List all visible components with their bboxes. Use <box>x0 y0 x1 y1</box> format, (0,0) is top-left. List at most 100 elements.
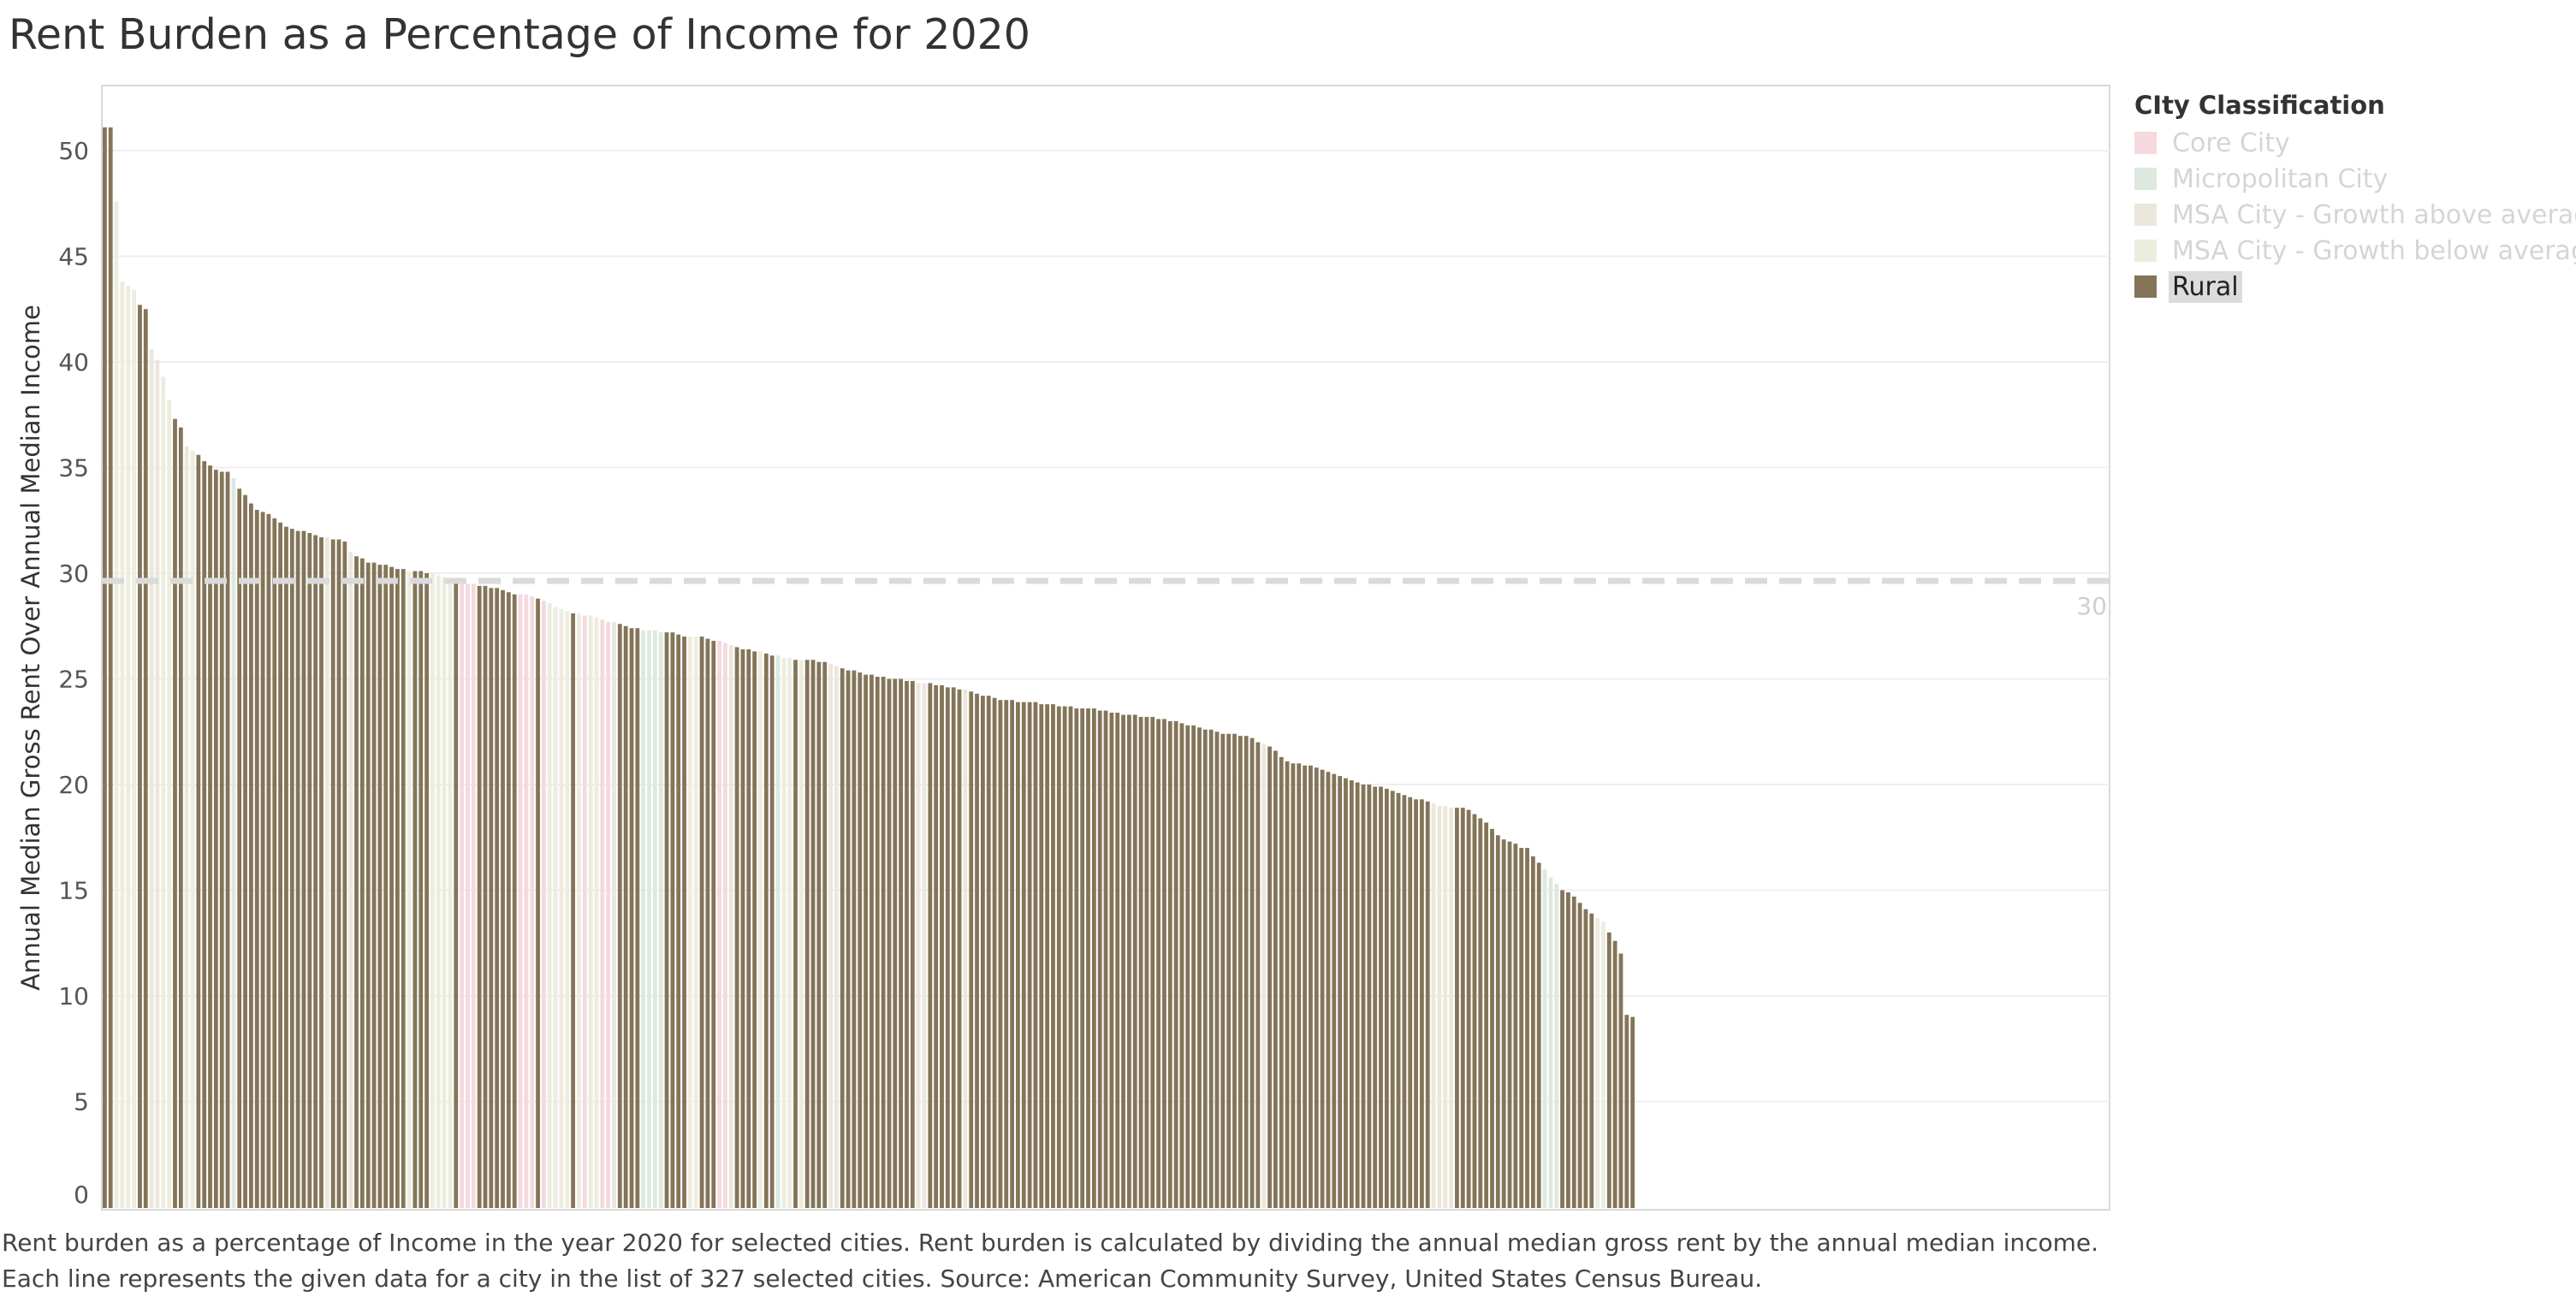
bar[interactable] <box>407 571 412 1208</box>
bar[interactable] <box>781 657 786 1208</box>
bar[interactable] <box>1056 706 1061 1208</box>
bar[interactable] <box>682 637 686 1208</box>
bar[interactable] <box>1021 702 1026 1208</box>
bar[interactable] <box>899 678 904 1209</box>
legend-item-msa_above[interactable]: MSA City - Growth above average <box>2134 197 2576 233</box>
bar[interactable] <box>1121 714 1125 1208</box>
bar[interactable] <box>1548 877 1553 1208</box>
bar[interactable] <box>202 461 207 1208</box>
bar[interactable] <box>746 648 751 1208</box>
bar[interactable] <box>887 678 892 1209</box>
bar[interactable] <box>1138 716 1143 1208</box>
bar[interactable] <box>418 571 424 1208</box>
bar[interactable] <box>1601 921 1606 1208</box>
bar[interactable] <box>1472 814 1477 1208</box>
bar[interactable] <box>138 305 142 1208</box>
bar[interactable] <box>1309 765 1313 1208</box>
bar[interactable] <box>1349 780 1354 1208</box>
bar[interactable] <box>1606 932 1611 1208</box>
bar[interactable] <box>243 495 247 1208</box>
bar[interactable] <box>1589 913 1594 1208</box>
bar[interactable] <box>1577 903 1582 1208</box>
bar[interactable] <box>1191 725 1196 1208</box>
bar[interactable] <box>728 644 733 1208</box>
bar[interactable] <box>705 638 710 1208</box>
bar[interactable] <box>1490 828 1494 1208</box>
bar[interactable] <box>377 565 383 1208</box>
bar[interactable] <box>483 585 488 1208</box>
bar[interactable] <box>126 286 131 1209</box>
bar[interactable] <box>495 588 500 1208</box>
bar[interactable] <box>1443 805 1448 1208</box>
bar[interactable] <box>822 661 828 1208</box>
bar[interactable] <box>1162 719 1166 1208</box>
bar[interactable] <box>1285 761 1290 1208</box>
bar[interactable] <box>190 450 195 1208</box>
bar[interactable] <box>1320 769 1325 1208</box>
bar[interactable] <box>173 418 177 1208</box>
bar[interactable] <box>606 621 611 1208</box>
bar[interactable] <box>870 674 874 1208</box>
bar[interactable] <box>1226 733 1232 1208</box>
bar[interactable] <box>582 615 587 1208</box>
bar[interactable] <box>1173 720 1178 1208</box>
bar[interactable] <box>295 530 300 1208</box>
bar[interactable] <box>114 201 119 1208</box>
bar[interactable] <box>149 349 154 1208</box>
bar[interactable] <box>1273 750 1278 1208</box>
bar[interactable] <box>1466 809 1471 1208</box>
bar[interactable] <box>336 539 341 1208</box>
bar[interactable] <box>120 281 125 1208</box>
bar[interactable] <box>301 530 306 1208</box>
bar[interactable] <box>219 471 224 1208</box>
bar[interactable] <box>307 533 312 1208</box>
bar[interactable] <box>1004 700 1009 1208</box>
bar[interactable] <box>1536 862 1541 1208</box>
bar[interactable] <box>1361 785 1366 1208</box>
bar[interactable] <box>354 556 359 1208</box>
bar[interactable] <box>324 537 329 1208</box>
bar[interactable] <box>1554 884 1559 1208</box>
bar[interactable] <box>612 621 616 1208</box>
bar[interactable] <box>536 598 540 1208</box>
bar[interactable] <box>395 569 400 1208</box>
bar[interactable] <box>348 552 353 1208</box>
bar[interactable] <box>1027 702 1032 1208</box>
bar[interactable] <box>1624 1015 1629 1208</box>
bar[interactable] <box>1127 714 1131 1208</box>
bar[interactable] <box>1115 713 1120 1208</box>
bar[interactable] <box>992 697 997 1208</box>
bar[interactable] <box>734 647 739 1208</box>
bar[interactable] <box>951 687 956 1208</box>
bar[interactable] <box>1566 891 1570 1208</box>
bar[interactable] <box>670 632 675 1208</box>
bar[interactable] <box>1033 702 1038 1208</box>
bar[interactable] <box>1519 848 1524 1208</box>
bar[interactable] <box>1261 744 1267 1208</box>
bar[interactable] <box>365 562 371 1208</box>
bar[interactable] <box>1402 795 1407 1208</box>
bar[interactable] <box>922 683 927 1208</box>
bar[interactable] <box>1630 1016 1635 1208</box>
bar[interactable] <box>559 608 564 1208</box>
bar[interactable] <box>846 670 851 1208</box>
bar[interactable] <box>1167 720 1172 1208</box>
bar[interactable] <box>359 558 365 1208</box>
bar[interactable] <box>858 672 863 1208</box>
bar[interactable] <box>881 677 886 1208</box>
bar[interactable] <box>143 309 148 1208</box>
bar[interactable] <box>178 427 183 1208</box>
bar[interactable] <box>1086 708 1090 1208</box>
bar[interactable] <box>1291 763 1296 1208</box>
bar[interactable] <box>460 581 465 1208</box>
bar[interactable] <box>161 376 166 1208</box>
bar[interactable] <box>998 700 1003 1208</box>
bar[interactable] <box>1437 805 1442 1208</box>
bar[interactable] <box>524 594 529 1208</box>
bar[interactable] <box>769 655 775 1208</box>
bar[interactable] <box>1571 896 1576 1208</box>
bar[interactable] <box>1202 729 1208 1208</box>
bar[interactable] <box>342 541 347 1208</box>
bar[interactable] <box>489 588 494 1208</box>
bar[interactable] <box>1460 808 1465 1208</box>
